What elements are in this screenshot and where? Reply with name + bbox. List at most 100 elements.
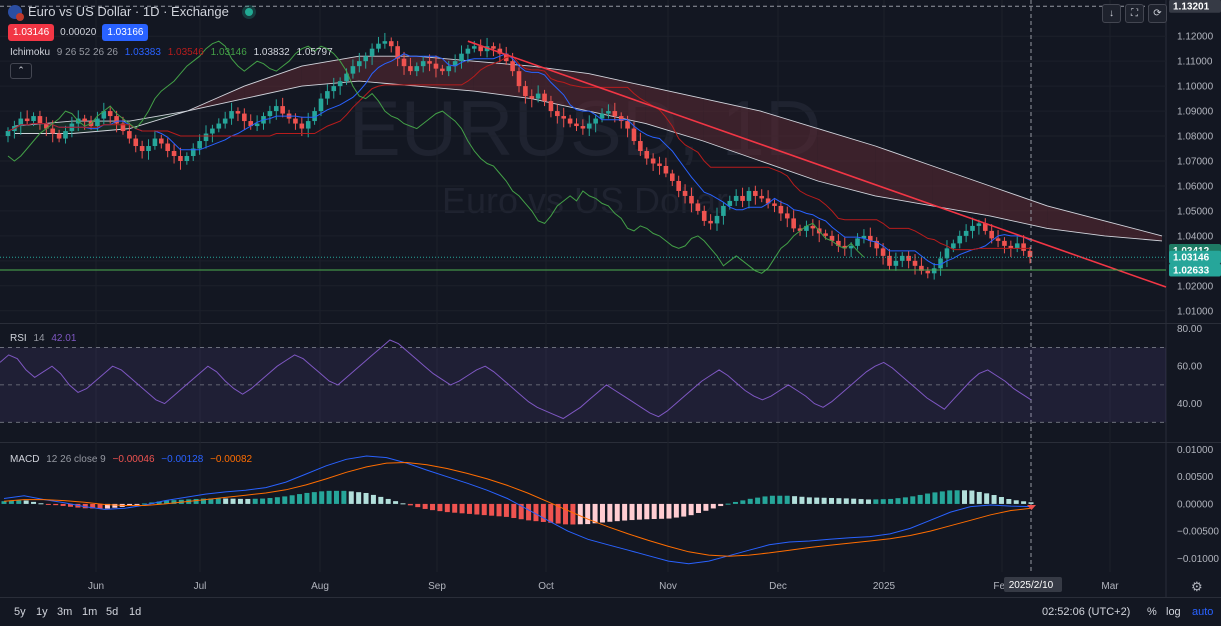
- price-axis-label-box: [1169, 263, 1221, 277]
- price-tick-label: 1.08000: [1177, 132, 1214, 143]
- candle-body: [408, 66, 413, 72]
- buy-sell-panel: 1.03146 0.00020 1.03166: [8, 24, 149, 41]
- candle-body: [535, 93, 541, 99]
- sell-button[interactable]: 1.03146: [8, 24, 55, 41]
- macd-tick-label: −0.01000: [1177, 554, 1219, 565]
- spread-value: 0.00020: [60, 27, 97, 38]
- macd-histogram-bar: [784, 495, 790, 504]
- macd-histogram-bar: [422, 503, 428, 509]
- macd-histogram-bar: [341, 490, 347, 504]
- ichimoku-cloud-segment: [473, 61, 532, 99]
- candle-body: [1008, 245, 1014, 249]
- rsi-tick-label: 40.00: [1177, 399, 1202, 410]
- macd-histogram-bar: [747, 498, 753, 504]
- candle-body: [868, 235, 873, 241]
- percent-toggle[interactable]: %: [1147, 606, 1157, 618]
- candle-body: [50, 128, 56, 134]
- macd-histogram-bar: [319, 491, 325, 504]
- macd-histogram-bar: [16, 500, 22, 504]
- candle-body: [401, 58, 407, 67]
- price-tick-label: 1.10000: [1177, 82, 1214, 93]
- macd-histogram-bar: [112, 503, 118, 508]
- auto-toggle[interactable]: auto: [1192, 606, 1214, 618]
- range-3m[interactable]: 3m: [57, 606, 73, 618]
- scroll-down-icon[interactable]: ↓: [1102, 4, 1121, 23]
- candle-body: [280, 106, 285, 114]
- ichimoku-cloud-segment: [703, 98, 761, 161]
- macd-histogram-bar: [880, 499, 886, 504]
- macd-histogram-bar: [673, 503, 679, 518]
- buy-button[interactable]: 1.03166: [102, 24, 149, 41]
- candle-body: [44, 123, 49, 129]
- symbol-title[interactable]: Euro vs US Dollar · 1D · Exchange: [28, 4, 229, 19]
- candle-body: [836, 240, 841, 246]
- candle-body: [529, 96, 535, 99]
- macd-histogram-bar: [1, 501, 7, 504]
- macd-histogram-bar: [577, 503, 583, 525]
- candle-body: [778, 205, 784, 214]
- price-tick-label: 1.02000: [1177, 281, 1214, 292]
- range-1m[interactable]: 1m: [82, 606, 98, 618]
- price-tick-label: 1.07000: [1177, 157, 1214, 168]
- time-tick-label: Dec: [769, 581, 787, 592]
- candle-body: [414, 66, 420, 72]
- candle-body: [101, 111, 107, 119]
- macd-histogram-bar: [851, 498, 857, 504]
- candle-body: [721, 205, 726, 216]
- macd-histogram-bar: [415, 503, 421, 508]
- candle-body: [842, 245, 848, 249]
- macd-histogram-bar: [725, 503, 731, 505]
- candle-body: [95, 118, 100, 127]
- ichimoku-span-b-line: [15, 55, 1163, 237]
- range-5d[interactable]: 5d: [106, 606, 119, 618]
- macd-histogram-bar: [481, 503, 487, 516]
- macd-signal-line: [3, 461, 1032, 557]
- rsi-tick-label: 80.00: [1177, 324, 1202, 335]
- candle-body: [695, 203, 701, 211]
- time-tick-label: Nov: [659, 581, 677, 592]
- candle-body: [465, 48, 471, 54]
- range-1d[interactable]: 1d: [129, 606, 142, 618]
- macd-histogram-bar: [540, 503, 546, 522]
- candle-body: [708, 220, 713, 224]
- macd-line-value: −0.00128: [161, 454, 204, 465]
- candle-body: [120, 123, 126, 132]
- range-1y[interactable]: 1y: [36, 606, 48, 618]
- candle-body: [267, 111, 273, 117]
- candle-body: [382, 41, 388, 44]
- candle-body: [254, 123, 260, 127]
- candle-body: [586, 123, 592, 129]
- macd-histogram-bar: [444, 503, 450, 513]
- rsi-value: 42.01: [51, 333, 77, 344]
- candle-body: [523, 86, 528, 97]
- macd-histogram-bar: [230, 498, 236, 504]
- candle-body: [970, 225, 975, 231]
- candle-body: [791, 218, 796, 229]
- candle-body: [855, 238, 860, 246]
- range-5y[interactable]: 5y: [14, 606, 26, 618]
- macd-histogram-bar: [666, 503, 672, 519]
- macd-histogram-bar: [555, 503, 561, 524]
- candle-body: [139, 146, 145, 152]
- macd-histogram-bar: [97, 503, 103, 509]
- macd-histogram-bar: [1013, 500, 1019, 504]
- clock-time[interactable]: 02:52:06 (UTC+2): [1042, 606, 1131, 618]
- rsi-name: RSI: [10, 333, 27, 344]
- ichimoku-chikou-line: [7, 40, 865, 274]
- macd-histogram-bar: [496, 503, 502, 517]
- fullscreen-icon[interactable]: ⛶: [1125, 4, 1144, 23]
- macd-histogram-bar: [681, 503, 687, 517]
- rsi-params: 14: [33, 333, 45, 344]
- macd-legend[interactable]: MACD 12 26 close 9 −0.00046 −0.00128 −0.…: [10, 454, 256, 465]
- ichimoku-legend[interactable]: Ichimoku 9 26 52 26 26 1.03383 1.03546 1…: [10, 47, 337, 58]
- candle-body: [427, 61, 432, 64]
- time-tick-label: Sep: [428, 581, 446, 592]
- log-toggle[interactable]: log: [1166, 606, 1181, 618]
- collapse-legend-icon[interactable]: ⌃: [10, 63, 32, 79]
- rsi-legend[interactable]: RSI 14 42.01: [10, 333, 80, 344]
- macd-histogram-bar: [592, 503, 598, 524]
- refresh-icon[interactable]: ⟳: [1148, 4, 1167, 23]
- candle-body: [203, 133, 209, 142]
- candle-body: [599, 113, 605, 119]
